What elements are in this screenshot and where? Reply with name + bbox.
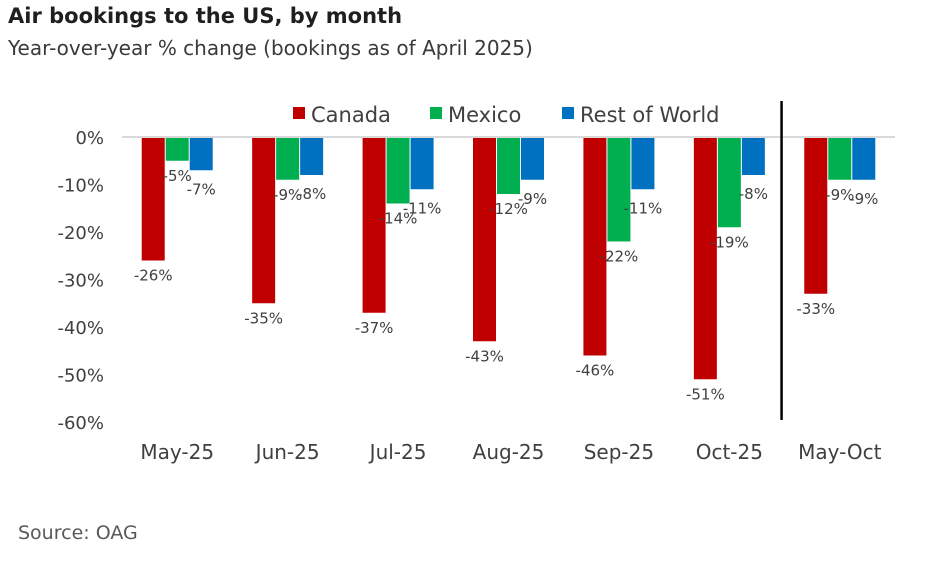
chart-subtitle: Year-over-year % change (bookings as of … xyxy=(8,36,533,60)
x-tick-label: Jul-25 xyxy=(368,440,427,464)
data-label: -11% xyxy=(403,199,442,217)
data-label: -19% xyxy=(710,233,749,251)
bar-mexico xyxy=(165,137,189,161)
data-label: -51% xyxy=(686,385,725,403)
y-tick-label: -40% xyxy=(57,318,104,339)
data-label: -8% xyxy=(297,185,326,203)
x-tick-label: Oct-25 xyxy=(696,440,763,464)
x-tick-label: Sep-25 xyxy=(584,440,654,464)
x-tick-label: Aug-25 xyxy=(473,440,545,464)
bar-rest-of-world xyxy=(189,137,213,171)
data-label: -22% xyxy=(600,248,639,266)
y-tick-label: -50% xyxy=(57,366,104,387)
source-note: Source: OAG xyxy=(18,522,138,544)
legend-swatch-mexico xyxy=(430,107,442,119)
data-label: -5% xyxy=(163,167,192,185)
bar-mexico xyxy=(607,137,631,242)
bar-canada xyxy=(583,137,607,356)
bar-mexico xyxy=(828,137,852,180)
y-tick-label: -60% xyxy=(57,413,104,434)
chart-title: Air bookings to the US, by month xyxy=(8,4,403,28)
y-tick-label: 0% xyxy=(75,128,104,149)
data-label: -7% xyxy=(187,180,216,198)
data-label: -9% xyxy=(518,190,547,208)
y-tick-label: -20% xyxy=(57,223,104,244)
bar-rest-of-world xyxy=(521,137,544,180)
bar-canada xyxy=(141,137,165,261)
bar-mexico xyxy=(386,137,410,204)
bar-rest-of-world xyxy=(300,137,324,175)
data-label: -35% xyxy=(244,309,283,327)
data-label: -9% xyxy=(849,190,878,208)
bar-canada xyxy=(473,137,496,342)
x-tick-label: Jun-25 xyxy=(254,440,320,464)
bar-rest-of-world xyxy=(741,137,765,175)
data-label: -43% xyxy=(465,347,504,365)
bar-canada xyxy=(252,137,276,304)
legend-swatch-rest-of-world xyxy=(562,107,574,119)
x-tick-label: May-Oct xyxy=(798,440,882,464)
legend-swatch-canada xyxy=(293,107,305,119)
bar-canada xyxy=(804,137,828,294)
data-label: -26% xyxy=(134,267,173,285)
data-label: -8% xyxy=(739,185,768,203)
data-label: -33% xyxy=(796,300,835,318)
bar-rest-of-world xyxy=(631,137,655,190)
legend-label: Rest of World xyxy=(580,103,720,127)
legend-label: Canada xyxy=(311,103,391,127)
y-tick-label: -30% xyxy=(57,271,104,292)
data-label: -37% xyxy=(355,319,394,337)
data-label: -9% xyxy=(825,186,854,204)
data-label: -9% xyxy=(273,186,302,204)
x-tick-label: May-25 xyxy=(140,440,214,464)
data-label: -14% xyxy=(379,210,418,228)
bar-mexico xyxy=(717,137,741,228)
data-label: -11% xyxy=(624,199,663,217)
bar-mexico xyxy=(497,137,520,194)
bar-mexico xyxy=(276,137,300,180)
bar-canada xyxy=(693,137,717,380)
legend-label: Mexico xyxy=(448,103,521,127)
bar-canada xyxy=(362,137,386,313)
data-label: -12% xyxy=(489,200,528,218)
data-label: -46% xyxy=(576,362,615,380)
bar-rest-of-world xyxy=(410,137,434,190)
y-tick-label: -10% xyxy=(57,176,104,197)
bar-rest-of-world xyxy=(852,137,876,180)
